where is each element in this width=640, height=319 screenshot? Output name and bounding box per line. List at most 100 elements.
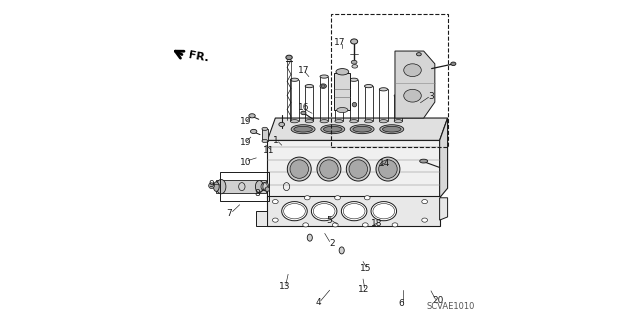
Polygon shape: [256, 211, 268, 226]
Text: 20: 20: [433, 296, 444, 305]
Ellipse shape: [320, 75, 328, 78]
Ellipse shape: [291, 120, 299, 123]
Ellipse shape: [279, 122, 285, 127]
Ellipse shape: [320, 120, 328, 123]
Ellipse shape: [332, 223, 338, 227]
Ellipse shape: [209, 183, 214, 189]
Ellipse shape: [273, 218, 278, 222]
Ellipse shape: [404, 89, 421, 102]
Bar: [216, 180, 266, 193]
Ellipse shape: [335, 120, 343, 123]
Text: 10: 10: [240, 158, 252, 167]
Text: 18: 18: [371, 219, 383, 228]
Ellipse shape: [307, 234, 312, 241]
Ellipse shape: [290, 160, 308, 178]
Ellipse shape: [273, 200, 278, 204]
Text: 5: 5: [326, 216, 332, 225]
Ellipse shape: [336, 69, 349, 75]
Bar: [331, 14, 447, 147]
Ellipse shape: [383, 126, 401, 132]
Ellipse shape: [265, 187, 269, 191]
Text: 16: 16: [298, 103, 309, 112]
Text: 19: 19: [240, 117, 252, 126]
Ellipse shape: [349, 120, 358, 123]
Text: 1: 1: [273, 136, 279, 145]
Text: 14: 14: [379, 159, 390, 168]
Ellipse shape: [321, 85, 325, 87]
Ellipse shape: [364, 196, 370, 200]
Ellipse shape: [339, 247, 344, 254]
Ellipse shape: [249, 114, 255, 118]
Ellipse shape: [376, 157, 400, 181]
Text: 3: 3: [428, 92, 434, 101]
Text: 9: 9: [209, 180, 214, 189]
Polygon shape: [440, 198, 447, 220]
Ellipse shape: [214, 182, 219, 191]
Text: FR.: FR.: [188, 50, 209, 63]
Ellipse shape: [305, 196, 310, 200]
Ellipse shape: [349, 78, 358, 81]
Ellipse shape: [417, 53, 421, 56]
Ellipse shape: [337, 108, 348, 113]
Text: 11: 11: [263, 146, 275, 155]
Text: 15: 15: [360, 264, 371, 273]
Ellipse shape: [422, 218, 428, 222]
Text: 4: 4: [316, 298, 321, 307]
Ellipse shape: [346, 157, 371, 181]
Ellipse shape: [263, 182, 269, 191]
Polygon shape: [395, 51, 435, 118]
Ellipse shape: [379, 160, 397, 178]
Ellipse shape: [352, 102, 356, 107]
Ellipse shape: [317, 157, 341, 181]
Ellipse shape: [291, 125, 315, 134]
Ellipse shape: [349, 160, 367, 178]
Text: 17: 17: [334, 38, 346, 47]
Ellipse shape: [380, 88, 388, 91]
Ellipse shape: [216, 179, 226, 194]
Ellipse shape: [301, 111, 306, 115]
Ellipse shape: [320, 160, 338, 178]
Ellipse shape: [365, 120, 372, 123]
Ellipse shape: [335, 196, 340, 200]
Ellipse shape: [321, 125, 345, 134]
Ellipse shape: [255, 181, 264, 193]
Ellipse shape: [353, 126, 371, 132]
Bar: [262, 129, 268, 141]
Ellipse shape: [451, 62, 456, 66]
Text: 6: 6: [399, 299, 404, 308]
Ellipse shape: [294, 126, 312, 132]
Bar: [220, 172, 269, 201]
Polygon shape: [268, 118, 447, 140]
Ellipse shape: [286, 55, 292, 60]
Text: 12: 12: [358, 285, 370, 294]
Ellipse shape: [351, 60, 357, 64]
Ellipse shape: [380, 125, 404, 134]
Ellipse shape: [250, 130, 257, 133]
Ellipse shape: [262, 127, 268, 130]
Ellipse shape: [392, 223, 398, 227]
Ellipse shape: [380, 120, 388, 123]
Ellipse shape: [312, 202, 337, 221]
Polygon shape: [268, 140, 440, 198]
Polygon shape: [440, 118, 447, 198]
Text: 17: 17: [298, 66, 309, 75]
Ellipse shape: [303, 223, 308, 227]
Ellipse shape: [352, 64, 358, 68]
Ellipse shape: [291, 78, 299, 81]
Text: 13: 13: [278, 282, 290, 291]
Text: 8: 8: [254, 189, 260, 198]
Ellipse shape: [341, 202, 367, 221]
Ellipse shape: [320, 84, 326, 88]
Ellipse shape: [350, 125, 374, 134]
Text: 2: 2: [329, 239, 335, 248]
Polygon shape: [268, 196, 440, 226]
Ellipse shape: [420, 159, 428, 163]
Ellipse shape: [371, 202, 397, 221]
Ellipse shape: [362, 223, 368, 227]
Ellipse shape: [394, 120, 403, 123]
Ellipse shape: [365, 85, 372, 88]
Ellipse shape: [282, 202, 307, 221]
Ellipse shape: [305, 120, 314, 123]
Ellipse shape: [422, 200, 428, 204]
Text: 7: 7: [227, 209, 232, 218]
